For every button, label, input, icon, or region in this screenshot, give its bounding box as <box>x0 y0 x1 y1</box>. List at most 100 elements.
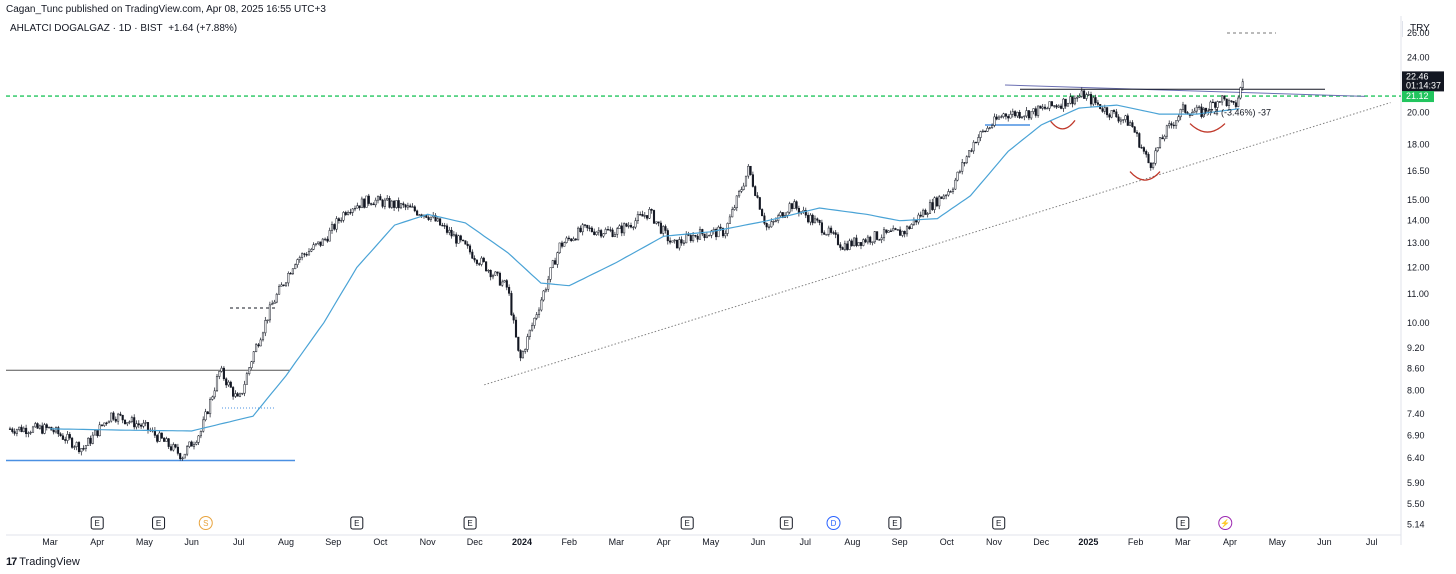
event-badge-letter: E <box>685 519 690 528</box>
symbol-name[interactable]: AHLATCI DOGALGAZ · 1D · BIST <box>10 23 163 34</box>
candle <box>487 269 490 274</box>
candle <box>1147 152 1150 164</box>
candle <box>972 140 975 154</box>
candle <box>1069 93 1072 105</box>
candle <box>540 297 543 312</box>
candle <box>689 233 692 243</box>
candle <box>165 436 168 442</box>
candle <box>133 414 136 430</box>
candle <box>675 239 679 249</box>
candle <box>445 223 449 235</box>
candle <box>1200 103 1203 119</box>
candle <box>183 453 186 459</box>
candle <box>869 235 872 245</box>
earnings-badge-icon <box>463 516 477 530</box>
candle <box>583 224 587 228</box>
candle <box>744 175 748 187</box>
candle <box>238 392 242 398</box>
candle <box>933 196 936 214</box>
candle <box>259 337 262 347</box>
candle <box>123 419 127 425</box>
candle <box>197 435 200 446</box>
candle <box>335 216 338 233</box>
candle <box>1158 136 1162 149</box>
candle <box>928 199 932 214</box>
candle <box>455 232 458 247</box>
candle <box>606 225 610 231</box>
candle <box>142 419 145 429</box>
candle <box>1195 104 1198 114</box>
y-tick-label: 5.90 <box>1407 478 1425 488</box>
x-tick-label: Sep <box>325 537 341 547</box>
candle <box>337 217 340 224</box>
footer-brand[interactable]: 17 TradingView <box>6 556 80 568</box>
candle <box>779 210 782 218</box>
candle <box>370 202 373 206</box>
x-tick-label: Mar <box>42 537 58 547</box>
candle <box>402 201 405 208</box>
candle <box>537 307 541 318</box>
candle <box>485 261 488 272</box>
candle <box>827 225 830 237</box>
candle <box>156 434 159 444</box>
event-badge-letter: E <box>892 519 897 528</box>
x-tick-label: Apr <box>657 537 671 547</box>
candle <box>652 209 656 224</box>
event-badge-letter: E <box>354 519 359 528</box>
candle <box>544 287 547 293</box>
candle <box>1216 100 1219 111</box>
candle <box>735 195 738 212</box>
candle <box>367 193 370 206</box>
candle <box>1135 130 1139 137</box>
candle <box>282 284 285 287</box>
candle <box>625 222 628 228</box>
earnings-badge-icon <box>992 516 1006 530</box>
candle <box>1214 101 1217 111</box>
candle <box>176 443 179 456</box>
candle <box>84 445 87 452</box>
candle <box>549 267 552 283</box>
x-tick-label: Apr <box>1223 537 1237 547</box>
candle <box>643 212 646 219</box>
candle <box>489 269 492 281</box>
currency-button[interactable]: TRY <box>1402 21 1442 37</box>
candle <box>340 217 343 223</box>
candle <box>567 235 570 241</box>
level-tag-value: 21.12 <box>1406 91 1429 101</box>
candle <box>974 141 978 144</box>
candle <box>1027 110 1030 121</box>
candle <box>344 210 347 217</box>
candle <box>1154 147 1157 166</box>
candle <box>27 431 30 438</box>
candle <box>45 423 48 431</box>
candle <box>786 211 789 219</box>
candle <box>466 241 469 249</box>
candle <box>314 243 317 247</box>
candle <box>491 273 495 280</box>
candle <box>1055 103 1058 109</box>
candle <box>206 411 209 415</box>
candle <box>949 190 952 193</box>
candle <box>232 386 235 400</box>
candle <box>268 301 271 323</box>
candle <box>351 208 354 216</box>
candle <box>595 231 598 236</box>
candle <box>979 130 982 142</box>
candle <box>648 206 651 219</box>
candle <box>105 421 108 426</box>
candle <box>1025 106 1028 118</box>
candle <box>1043 104 1047 111</box>
candle <box>795 200 798 211</box>
candle <box>864 238 867 244</box>
level-tag <box>1402 91 1434 103</box>
candle <box>163 437 166 442</box>
candle <box>572 236 575 242</box>
y-tick-label: 26.00 <box>1407 28 1430 38</box>
candle <box>912 217 915 226</box>
candle <box>963 161 966 167</box>
candle <box>696 234 699 243</box>
candle <box>514 316 518 338</box>
candle <box>956 171 959 182</box>
candle <box>825 233 828 236</box>
